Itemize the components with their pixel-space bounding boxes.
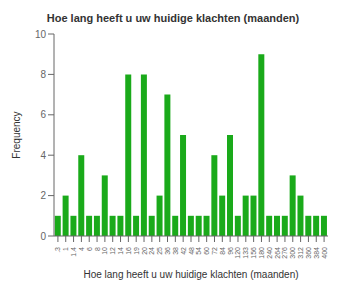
- svg-text:180: 180: [258, 247, 265, 259]
- svg-text:1.4: 1.4: [70, 247, 77, 257]
- svg-text:54: 54: [195, 247, 202, 255]
- svg-text:20: 20: [141, 247, 148, 255]
- svg-text:16: 16: [125, 247, 132, 255]
- svg-text:25: 25: [156, 247, 163, 255]
- svg-text:8: 8: [40, 69, 46, 80]
- svg-text:2: 2: [40, 190, 46, 201]
- svg-text:24: 24: [148, 247, 155, 255]
- svg-text:120: 120: [234, 247, 241, 259]
- svg-text:Frequency: Frequency: [11, 111, 22, 158]
- svg-text:1: 1: [62, 247, 69, 251]
- svg-text:36: 36: [164, 247, 171, 255]
- svg-text:12: 12: [109, 247, 116, 255]
- svg-text:96: 96: [227, 247, 234, 255]
- svg-text:276: 276: [281, 247, 288, 259]
- html-text:Hoe lang heeft u uw huidige kl: Hoe lang heeft u uw huidige klachten (ma…: [46, 12, 300, 24]
- svg-text:133: 133: [242, 247, 249, 259]
- svg-text:400: 400: [321, 247, 328, 259]
- svg-text:84: 84: [219, 247, 226, 255]
- svg-text:Hoe lang heeft u uw huidige kl: Hoe lang heeft u uw huidige klachten (ma…: [83, 269, 298, 280]
- svg-text:360: 360: [305, 247, 312, 259]
- svg-text:10: 10: [101, 247, 108, 255]
- svg-text:10: 10: [35, 29, 47, 40]
- svg-text:156: 156: [250, 247, 257, 259]
- svg-text:264: 264: [274, 247, 281, 259]
- svg-text:19: 19: [133, 247, 140, 255]
- svg-text:60: 60: [203, 247, 210, 255]
- svg-text:240: 240: [266, 247, 273, 259]
- svg-text:384: 384: [313, 247, 320, 259]
- svg-text:48: 48: [188, 247, 195, 255]
- svg-text:6: 6: [86, 247, 93, 251]
- svg-text:14: 14: [117, 247, 124, 255]
- svg-text:0: 0: [40, 231, 46, 242]
- svg-text:4: 4: [40, 150, 46, 161]
- svg-text:38: 38: [172, 247, 179, 255]
- svg-text:42: 42: [180, 247, 187, 255]
- svg-text:.3: .3: [54, 247, 61, 253]
- svg-text:4: 4: [78, 247, 85, 251]
- svg-text:6: 6: [40, 109, 46, 120]
- svg-text:72: 72: [211, 247, 218, 255]
- svg-text:8: 8: [94, 247, 101, 251]
- svg-text:300: 300: [289, 247, 296, 259]
- svg-text:312: 312: [297, 247, 304, 259]
